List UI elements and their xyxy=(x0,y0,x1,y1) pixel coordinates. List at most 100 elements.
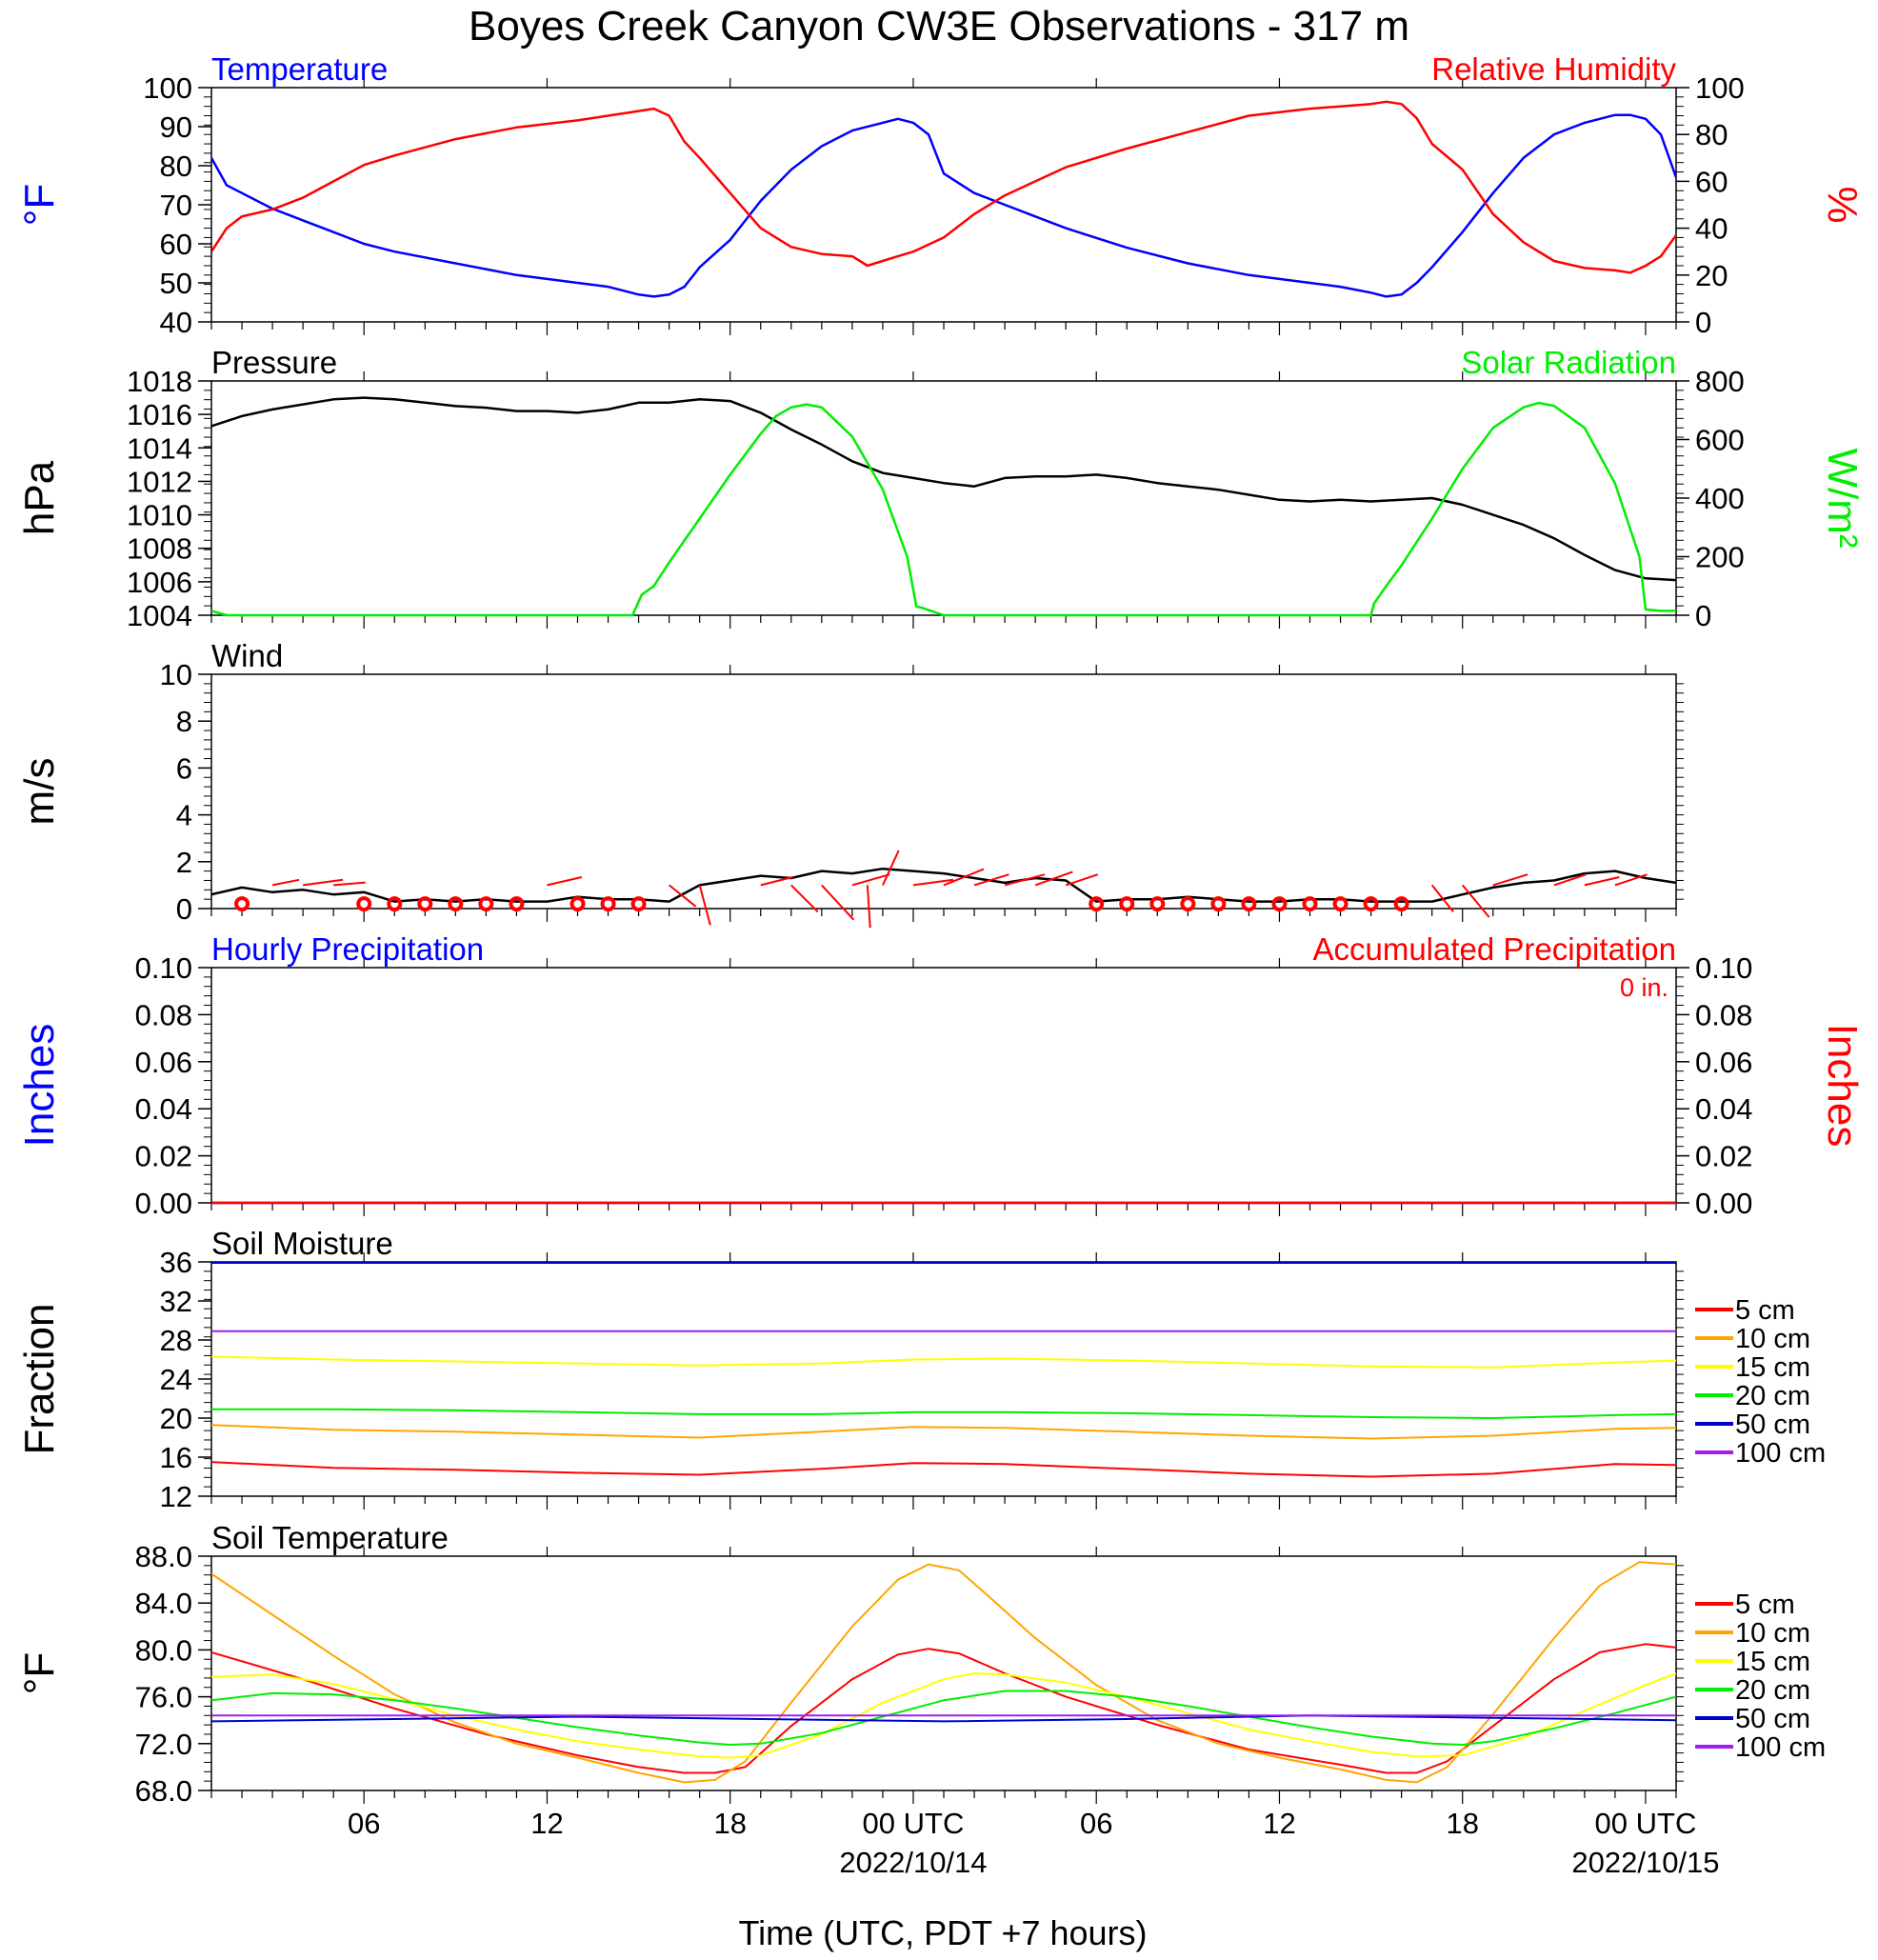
y-left-tick-label: 1014 xyxy=(127,431,192,465)
y-left-axis-label: °F xyxy=(16,1652,63,1694)
y-left-axis-label: m/s xyxy=(16,758,63,826)
y-left-tick-label: 88.0 xyxy=(135,1540,192,1573)
wind-barb xyxy=(866,885,871,929)
plot-frame xyxy=(210,967,1677,1204)
x-tick-label: 00 UTC xyxy=(1595,1807,1697,1840)
y-left-tick-label: 4 xyxy=(176,799,192,832)
series-line-50-cm xyxy=(211,1714,1676,1723)
y-left-tick-label: 60 xyxy=(160,228,192,261)
y-left-tick-label: 72.0 xyxy=(135,1728,192,1761)
wind-barb xyxy=(302,878,344,887)
wind-calm-marker xyxy=(1302,896,1318,912)
series-line-solar-radiation xyxy=(211,401,1676,617)
series-line-wind xyxy=(211,867,1676,903)
panel-title-left: Pressure xyxy=(211,345,337,380)
y-right-tick-label: 20 xyxy=(1695,259,1728,292)
plot-frame xyxy=(210,380,1677,616)
wind-calm-marker xyxy=(1149,896,1166,912)
wind-calm-marker xyxy=(234,896,250,912)
y-left-tick-label: 0.06 xyxy=(135,1046,192,1079)
y-left-tick-label: 16 xyxy=(160,1441,192,1474)
legend-label: 50 cm xyxy=(1735,1704,1810,1734)
panel-title-left: Temperature xyxy=(211,51,388,87)
panel-title-left: Soil Temperature xyxy=(211,1520,449,1555)
x-tick-date-label: 2022/10/15 xyxy=(1571,1846,1719,1879)
y-right-tick-label: 0.02 xyxy=(1695,1140,1752,1173)
series-line-temperature xyxy=(211,113,1676,298)
x-axis-label: Time (UTC, PDT +7 hours) xyxy=(738,1913,1147,1952)
y-right-tick-label: 0.04 xyxy=(1695,1092,1752,1126)
y-right-tick-label: 80 xyxy=(1695,118,1728,151)
wind-barb xyxy=(1034,870,1073,887)
panel-temp_rh: 40 50 60 70 80 90 100 0 20 40 60 80 100 °F % Temperatur… xyxy=(16,51,1866,339)
x-tick-label: 18 xyxy=(1446,1807,1478,1840)
wind-barb xyxy=(547,876,583,887)
y-left-tick-label: 50 xyxy=(160,267,192,300)
wind-barb xyxy=(1553,873,1587,887)
plot-frame xyxy=(210,87,1677,323)
y-left-tick-label: 28 xyxy=(160,1324,192,1357)
legend-label: 20 cm xyxy=(1735,1675,1810,1706)
y-left-tick-label: 0.08 xyxy=(135,998,192,1031)
plot-frame xyxy=(210,1261,1677,1497)
series-line-pressure xyxy=(211,396,1676,582)
y-left-tick-label: 100 xyxy=(143,71,192,105)
wind-barb xyxy=(882,850,900,886)
wind-calm-marker xyxy=(509,896,525,912)
y-left-tick-label: 70 xyxy=(160,189,192,222)
wind-calm-marker xyxy=(448,896,464,912)
series-line-20-cm xyxy=(211,1408,1676,1419)
y-left-tick-label: 40 xyxy=(160,306,192,339)
y-left-tick-label: 0.02 xyxy=(135,1140,192,1173)
y-right-tick-label: 100 xyxy=(1695,71,1745,105)
wind-calm-marker xyxy=(1271,896,1288,912)
panel-title-left: Hourly Precipitation xyxy=(211,931,484,967)
panel-title-right: Accumulated Precipitation xyxy=(1312,931,1676,967)
wind-calm-marker xyxy=(356,896,372,912)
y-left-tick-label: 1004 xyxy=(127,599,192,632)
y-left-tick-label: 76.0 xyxy=(135,1681,192,1714)
accumulated-total-note: 0 in. xyxy=(1620,973,1668,1002)
y-right-tick-label: 800 xyxy=(1695,365,1745,398)
wind-calm-marker xyxy=(1180,896,1196,912)
x-tick-label: 12 xyxy=(530,1807,563,1840)
x-tick-label: 00 UTC xyxy=(863,1807,965,1840)
panel-title-right: Relative Humidity xyxy=(1431,51,1676,87)
series-line-15-cm xyxy=(211,1355,1676,1369)
panel-title-left: Wind xyxy=(211,638,283,673)
y-right-tick-label: 40 xyxy=(1695,212,1728,246)
y-right-axis-label: Inches xyxy=(1819,1024,1866,1148)
wind-calm-marker xyxy=(1241,896,1257,912)
wind-barb xyxy=(851,873,890,887)
wind-barb xyxy=(790,884,819,913)
wind-calm-marker xyxy=(1363,896,1379,912)
wind-calm-marker xyxy=(600,896,616,912)
chart-title: Boyes Creek Canyon CW3E Observations - 3… xyxy=(469,3,1409,50)
wind-barb xyxy=(1461,884,1490,918)
y-left-tick-label: 80 xyxy=(160,150,192,183)
y-right-axis-label: % xyxy=(1819,186,1866,223)
panel-soil_temperature: 68.0 72.0 76.0 80.0 84.0 88.0 °F Soil Temperatu… xyxy=(16,1520,1826,1808)
wind-barb xyxy=(760,876,793,887)
y-left-tick-label: 90 xyxy=(160,110,192,144)
wind-calm-marker xyxy=(1332,896,1349,912)
x-tick-label: 18 xyxy=(713,1807,746,1840)
legend-label: 5 cm xyxy=(1735,1295,1795,1326)
wind-calm-marker xyxy=(387,896,403,912)
wind-barb xyxy=(1492,873,1528,887)
legend-label: 10 cm xyxy=(1735,1324,1810,1354)
y-left-tick-label: 68.0 xyxy=(135,1774,192,1808)
legend-label: 100 cm xyxy=(1735,1438,1826,1469)
series-line-5-cm xyxy=(211,1643,1676,1774)
wind-barb xyxy=(698,885,711,926)
y-left-tick-label: 0.00 xyxy=(135,1187,192,1220)
y-left-tick-label: 1006 xyxy=(127,566,192,599)
y-left-tick-label: 84.0 xyxy=(135,1587,192,1620)
y-right-tick-label: 0 xyxy=(1695,599,1711,632)
y-left-tick-label: 2 xyxy=(176,846,192,879)
legend-label: 15 cm xyxy=(1735,1647,1810,1677)
wind-barb xyxy=(1614,873,1648,887)
panel-title-left: Soil Moisture xyxy=(211,1226,393,1261)
legend-label: 15 cm xyxy=(1735,1352,1810,1383)
